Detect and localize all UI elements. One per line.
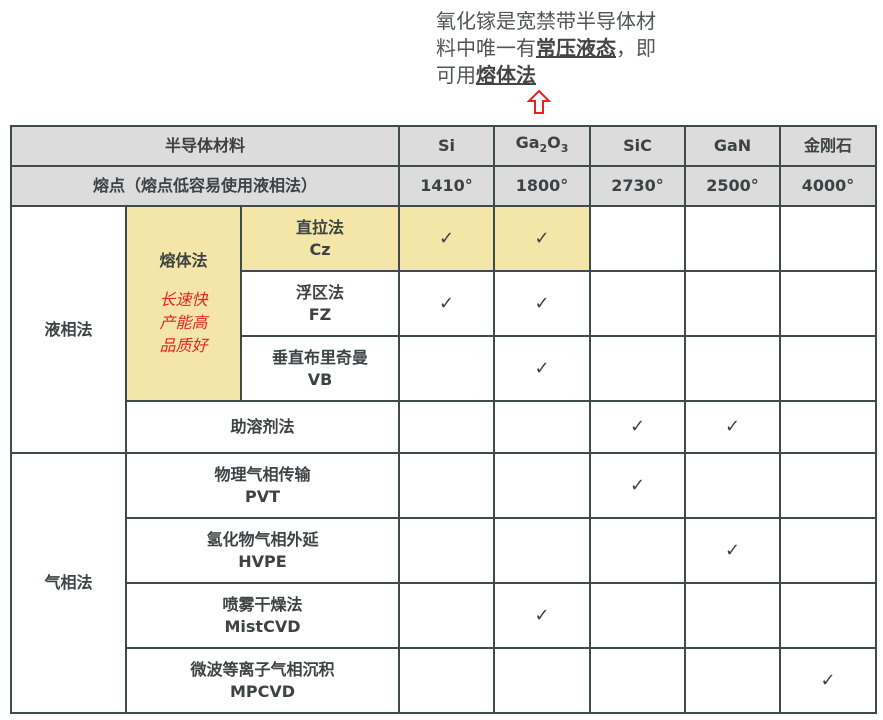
empty-cell	[684, 270, 781, 337]
empty-cell	[779, 270, 877, 337]
melting-diamond: 4000°	[779, 165, 877, 207]
check-icon: ✓	[398, 205, 495, 272]
method-cell: 垂直布里奇曼 VB	[240, 335, 400, 402]
empty-cell	[493, 400, 591, 454]
growth-method-table: 半导体材料 Si Ga2O3 SiC GaN 金刚石 熔点（熔点低容易使用液相法…	[10, 125, 877, 714]
melt-note: 长速快 产能高 品质好	[159, 290, 208, 355]
check-icon: ✓	[493, 335, 591, 402]
empty-cell	[779, 582, 877, 649]
table-row: 助溶剂法 ✓ ✓	[11, 400, 877, 454]
melting-gan: 2500°	[684, 165, 781, 207]
method-abbr: VB	[307, 369, 333, 389]
empty-cell	[398, 452, 495, 519]
note-text-mid: ，即可用	[436, 36, 656, 87]
group-vapor: 气相法	[10, 452, 127, 714]
table-row: 微波等离子气相沉积 MPCVD ✓	[11, 647, 877, 714]
empty-cell	[684, 452, 781, 519]
check-icon: ✓	[589, 452, 686, 519]
empty-cell	[589, 270, 686, 337]
empty-cell	[779, 400, 877, 454]
header-label: 半导体材料	[10, 125, 400, 167]
method-name: 直拉法	[295, 217, 344, 237]
table-row: 喷雾干燥法 MistCVD ✓	[11, 582, 877, 649]
table-row: 液相法 熔体法 长速快 产能高 品质好 直拉法 Cz ✓ ✓	[10, 205, 877, 454]
method-cell: 助溶剂法	[125, 400, 400, 454]
melting-label: 熔点（熔点低容易使用液相法）	[10, 165, 400, 207]
empty-cell	[589, 517, 686, 584]
empty-cell	[493, 647, 591, 714]
check-icon: ✓	[684, 517, 781, 584]
empty-cell	[398, 647, 495, 714]
table-row: 气相法 物理气相传输 PVT ✓	[10, 452, 877, 714]
group-melt: 熔体法长速快 产能高 品质好	[125, 205, 242, 402]
empty-cell	[398, 335, 495, 402]
method-cell: 微波等离子气相沉积 MPCVD	[125, 647, 400, 714]
empty-cell	[779, 205, 877, 272]
method-abbr: MPCVD	[229, 681, 296, 701]
check-icon: ✓	[493, 205, 591, 272]
method-name: 喷雾干燥法	[222, 594, 303, 614]
note-emphasis-melt: 熔体法	[476, 63, 536, 87]
material-si: Si	[398, 125, 495, 167]
empty-cell	[493, 517, 591, 584]
check-icon: ✓	[398, 270, 495, 337]
note-emphasis-liquid: 常压液态	[536, 36, 616, 60]
method-cell: 物理气相传输 PVT	[125, 452, 400, 519]
annotation-note: 氧化镓是宽禁带半导体材料中唯一有常压液态，即可用熔体法	[436, 8, 656, 89]
material-ga2o3: Ga2O3	[493, 125, 591, 167]
method-cell: 浮区法 FZ	[240, 270, 400, 337]
method-cell: 喷雾干燥法 MistCVD	[125, 582, 400, 649]
empty-cell	[589, 582, 686, 649]
empty-cell	[779, 517, 877, 584]
empty-cell	[493, 452, 591, 519]
method-name: 氢化物气相外延	[206, 529, 319, 549]
empty-cell	[589, 647, 686, 714]
table-row: 氢化物气相外延 HVPE ✓	[11, 517, 877, 584]
table-row: 浮区法 FZ ✓ ✓	[11, 270, 877, 337]
method-abbr: PVT	[244, 486, 281, 506]
empty-cell	[684, 205, 781, 272]
method-abbr: MistCVD	[224, 616, 301, 636]
empty-cell	[589, 335, 686, 402]
empty-cell	[589, 205, 686, 272]
melting-si: 1410°	[398, 165, 495, 207]
empty-cell	[684, 647, 781, 714]
method-name: 浮区法	[295, 282, 344, 302]
check-icon: ✓	[779, 647, 877, 714]
table-row: 垂直布里奇曼 VB ✓	[11, 335, 877, 402]
empty-cell	[398, 582, 495, 649]
header-row: 半导体材料 Si Ga2O3 SiC GaN 金刚石	[10, 125, 877, 167]
method-name: 助溶剂法	[230, 417, 295, 436]
check-icon: ✓	[589, 400, 686, 454]
melt-label: 熔体法	[159, 251, 208, 270]
check-icon: ✓	[493, 270, 591, 337]
empty-cell	[398, 517, 495, 584]
group-liquid: 液相法	[10, 205, 127, 454]
empty-cell	[398, 400, 495, 454]
empty-cell	[684, 335, 781, 402]
note-text: 氧化镓是宽禁带半导体材料中唯一有	[436, 9, 656, 60]
method-name: 垂直布里奇曼	[271, 347, 368, 367]
empty-cell	[779, 452, 877, 519]
melting-row: 熔点（熔点低容易使用液相法） 1410° 1800° 2730° 2500° 4…	[10, 165, 877, 207]
method-abbr: HVPE	[238, 551, 287, 571]
check-icon: ✓	[684, 400, 781, 454]
method-abbr: Cz	[309, 239, 331, 259]
material-sic: SiC	[589, 125, 686, 167]
empty-cell	[779, 335, 877, 402]
material-gan: GaN	[684, 125, 781, 167]
method-cell: 氢化物气相外延 HVPE	[125, 517, 400, 584]
up-arrow-icon	[527, 89, 551, 114]
method-cell: 直拉法 Cz	[240, 205, 400, 272]
empty-cell	[684, 582, 781, 649]
method-name: 物理气相传输	[214, 464, 311, 484]
check-icon: ✓	[493, 582, 591, 649]
melting-sic: 2730°	[589, 165, 686, 207]
melting-ga2o3: 1800°	[493, 165, 591, 207]
method-name: 微波等离子气相沉积	[190, 659, 335, 679]
material-diamond: 金刚石	[779, 125, 877, 167]
method-abbr: FZ	[308, 304, 332, 324]
